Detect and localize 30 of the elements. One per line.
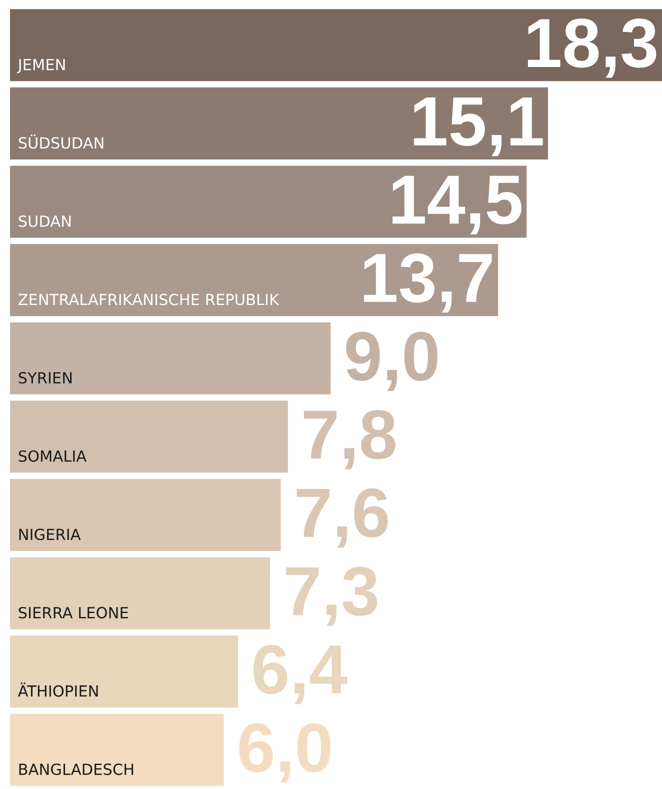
data-label: 15,1 — [414, 98, 543, 156]
data-label: 7,6 — [296, 488, 388, 548]
y-tick-label: ÄTHIOPIEN — [18, 682, 98, 697]
y-tick-label: SYRIEN — [18, 372, 72, 384]
data-label: 7,3 — [286, 566, 378, 626]
y-tick-label: SIERRA LEONE — [18, 606, 128, 618]
y-tick-label: SÜDSUDAN — [18, 134, 104, 149]
data-label: 14,5 — [392, 176, 522, 234]
y-tick-label: JEMEN — [17, 59, 65, 74]
data-label: 7,8 — [304, 410, 396, 470]
bar — [10, 9, 662, 82]
bar — [10, 714, 224, 786]
bar — [10, 166, 527, 238]
y-tick-label: ZENTRALAFRIKANISCHE REPUBLIK — [18, 294, 280, 306]
data-label: 13,7 — [364, 253, 492, 313]
bar — [10, 636, 238, 708]
data-label: 6,4 — [254, 644, 348, 704]
bar — [10, 322, 331, 394]
data-label: 18,3 — [528, 18, 656, 78]
y-tick-label: SUDAN — [18, 215, 71, 227]
bar — [10, 87, 548, 160]
bar — [10, 244, 498, 316]
data-label: 6,0 — [239, 723, 330, 782]
y-tick-label: SOMALIA — [18, 450, 87, 462]
y-tick-label: NIGERIA — [19, 528, 81, 540]
bar — [10, 557, 270, 630]
bar — [10, 478, 281, 551]
bar — [10, 400, 288, 473]
y-tick-label: BANGLADESCH — [19, 764, 134, 776]
data-label: 9,0 — [346, 332, 438, 391]
